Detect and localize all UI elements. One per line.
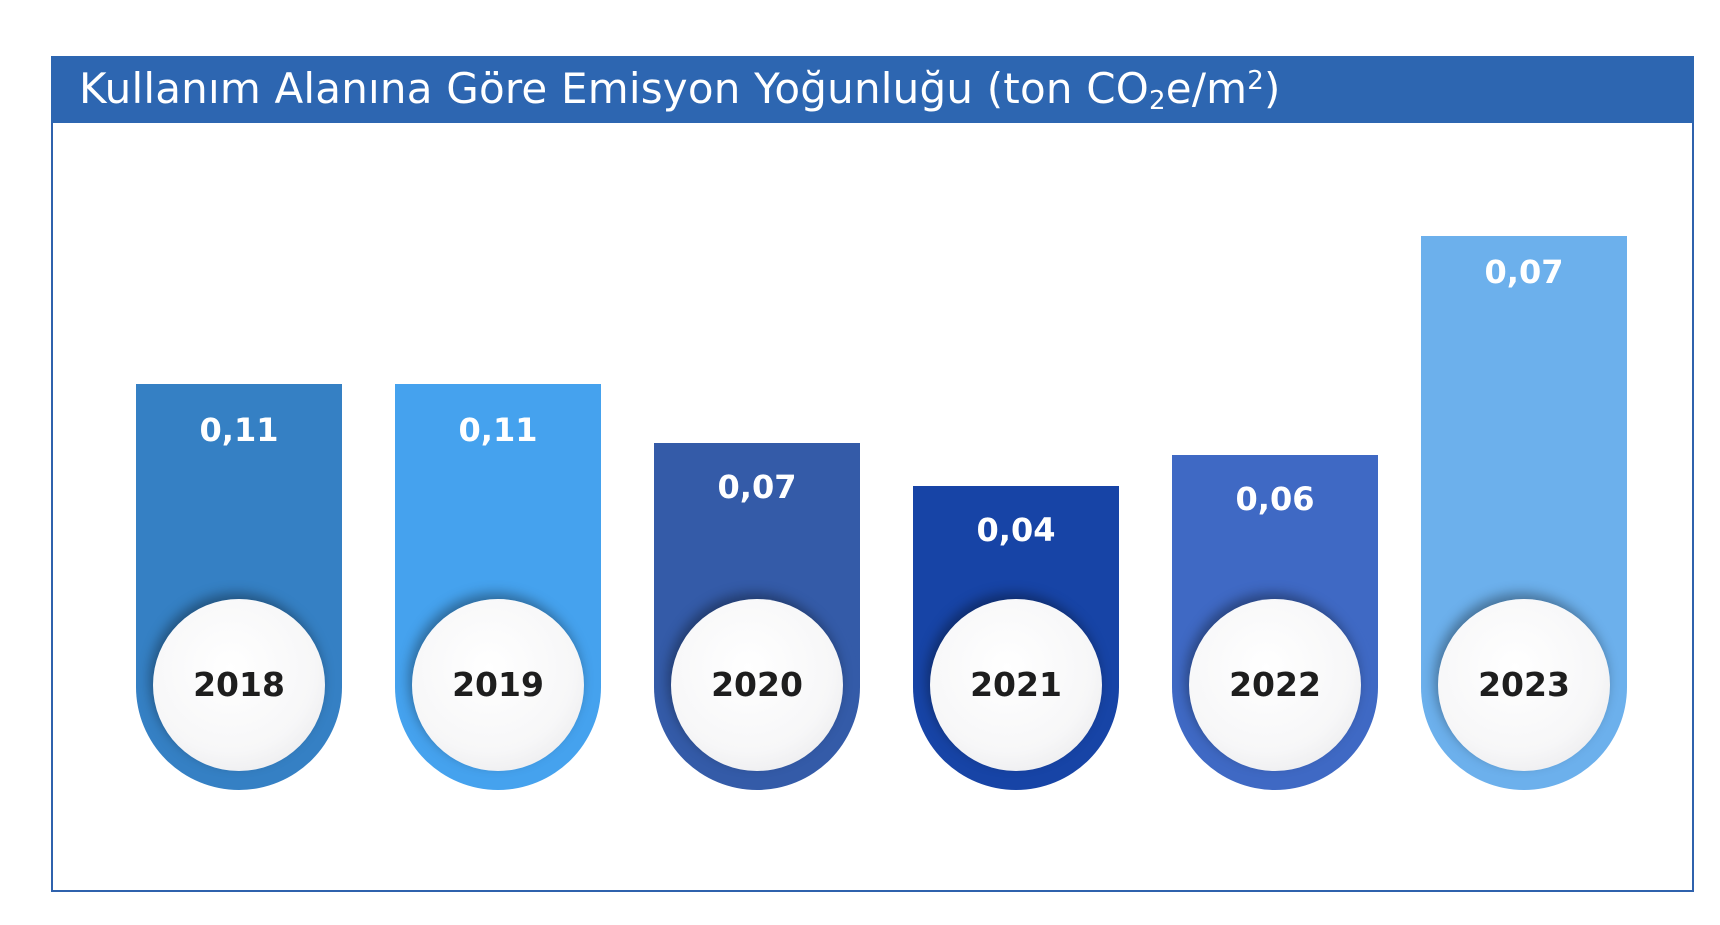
value-label-2018: 0,11	[199, 411, 279, 449]
value-label-2023: 0,07	[1484, 253, 1564, 291]
year-circle-2023: 2023	[1438, 599, 1610, 771]
title-close: )	[1264, 64, 1281, 113]
value-label-2022: 0,06	[1235, 480, 1315, 518]
title-subscript: 2	[1149, 86, 1166, 116]
bar-2018: 0,11 2018	[136, 384, 342, 790]
title-superscript: 2	[1247, 66, 1265, 96]
value-label-2020: 0,07	[717, 468, 797, 506]
bar-2019: 0,11 2019	[395, 384, 601, 790]
category-label-2021: 2021	[970, 665, 1062, 704]
chart-header	[51, 56, 1694, 123]
value-label-2019: 0,11	[458, 411, 538, 449]
bar-2023: 0,07 2023	[1421, 236, 1627, 790]
value-label-2021: 0,04	[976, 511, 1056, 549]
category-label-2020: 2020	[711, 665, 803, 704]
year-circle-2020: 2020	[671, 599, 843, 771]
chart-title: Kullanım Alanına Göre Emisyon Yoğunluğu …	[79, 64, 1281, 114]
category-label-2019: 2019	[452, 665, 544, 704]
title-unit: e/m	[1165, 64, 1248, 113]
year-circle-2019: 2019	[412, 599, 584, 771]
category-label-2022: 2022	[1229, 665, 1321, 704]
category-label-2018: 2018	[193, 665, 285, 704]
year-circle-2018: 2018	[153, 599, 325, 771]
bar-2022: 0,06 2022	[1172, 455, 1378, 790]
year-circle-2022: 2022	[1189, 599, 1361, 771]
year-circle-2021: 2021	[930, 599, 1102, 771]
category-label-2023: 2023	[1478, 665, 1570, 704]
title-text: Kullanım Alanına Göre Emisyon Yoğunluğu …	[79, 64, 1150, 113]
bar-2021: 0,04 2021	[913, 486, 1119, 790]
bar-2020: 0,07 2020	[654, 443, 860, 790]
